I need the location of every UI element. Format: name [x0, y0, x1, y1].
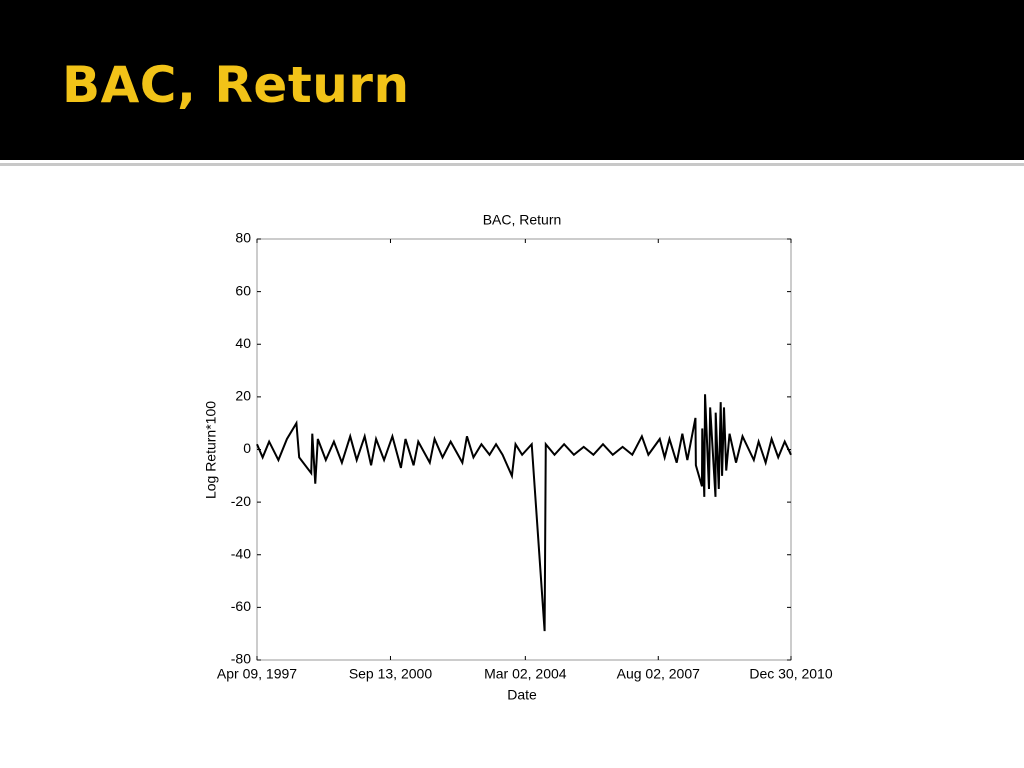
divider: [0, 163, 1024, 166]
y-tick-label: 0: [243, 440, 251, 456]
x-tick-label: Dec 30, 2010: [749, 666, 832, 682]
header-band: BAC, Return: [0, 0, 1024, 160]
x-tick-label: Sep 13, 2000: [349, 666, 433, 682]
y-tick-label: -20: [231, 493, 251, 509]
y-tick-label: -60: [231, 598, 251, 614]
y-tick-label: -40: [231, 545, 251, 561]
y-tick-label: 40: [235, 335, 251, 351]
x-tick-label: Aug 02, 2007: [617, 666, 701, 682]
y-tick-label: 60: [235, 282, 251, 298]
chart-title: BAC, Return: [483, 212, 562, 228]
y-axis-label: Log Return*100: [203, 401, 219, 499]
x-axis-label: Date: [507, 687, 537, 703]
x-tick-label: Mar 02, 2004: [484, 666, 567, 682]
x-tick-label: Apr 09, 1997: [217, 666, 297, 682]
series-line: [256, 394, 792, 632]
y-tick-label: -80: [231, 651, 251, 667]
slide-title: BAC, Return: [62, 56, 410, 114]
y-tick-label: 20: [235, 388, 251, 404]
y-tick-label: 80: [235, 230, 251, 246]
